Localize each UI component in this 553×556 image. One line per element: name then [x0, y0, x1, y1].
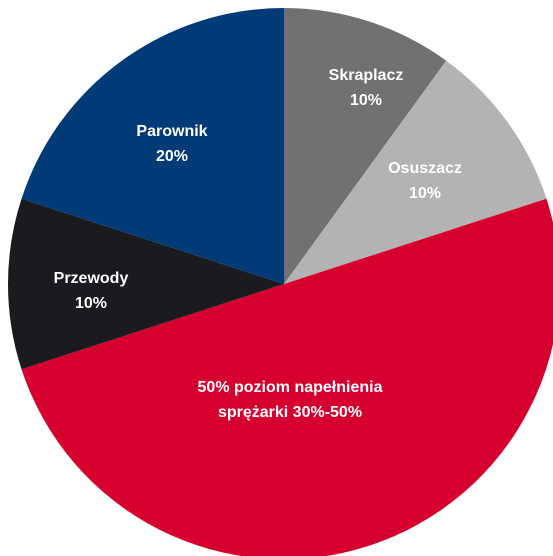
pie-labels: Skraplacz 10% Osuszacz 10% 50% poziom napełn…	[54, 67, 462, 421]
pie-slice-4	[21, 8, 284, 284]
pie-slice-2	[21, 198, 553, 556]
pie-slice-label-3-line-1: 10%	[75, 295, 107, 312]
pie-slice-label-4-line-0: Parownik	[136, 123, 207, 140]
pie-slice-label-3-line-0: Przewody	[54, 270, 129, 287]
pie-slice-label-1: Osuszacz 10%	[388, 160, 462, 202]
pie-slice-3	[8, 198, 285, 370]
pie-slice-0	[284, 8, 447, 284]
pie-slice-label-4: Parownik 20%	[136, 123, 207, 165]
pie-slices	[8, 8, 553, 556]
pie-slice-1	[284, 60, 547, 285]
pie-slice-label-0: Skraplacz 10%	[329, 67, 404, 109]
pie-slice-label-2: 50% poziom napełnienia sprężarki 30%-50%	[198, 379, 383, 421]
pie-slice-label-1-line-0: Osuszacz	[388, 160, 462, 177]
pie-slice-label-2-line-1: sprężarki 30%-50%	[218, 404, 362, 421]
pie-slice-label-3: Przewody 10%	[54, 270, 129, 312]
pie-slice-label-4-line-1: 20%	[156, 148, 188, 165]
pie-slice-label-0-line-0: Skraplacz	[329, 67, 404, 84]
pie-slice-label-2-line-0: 50% poziom napełnienia	[198, 379, 383, 396]
pie-slice-label-1-line-1: 10%	[409, 185, 441, 202]
pie-slice-label-0-line-1: 10%	[350, 92, 382, 109]
